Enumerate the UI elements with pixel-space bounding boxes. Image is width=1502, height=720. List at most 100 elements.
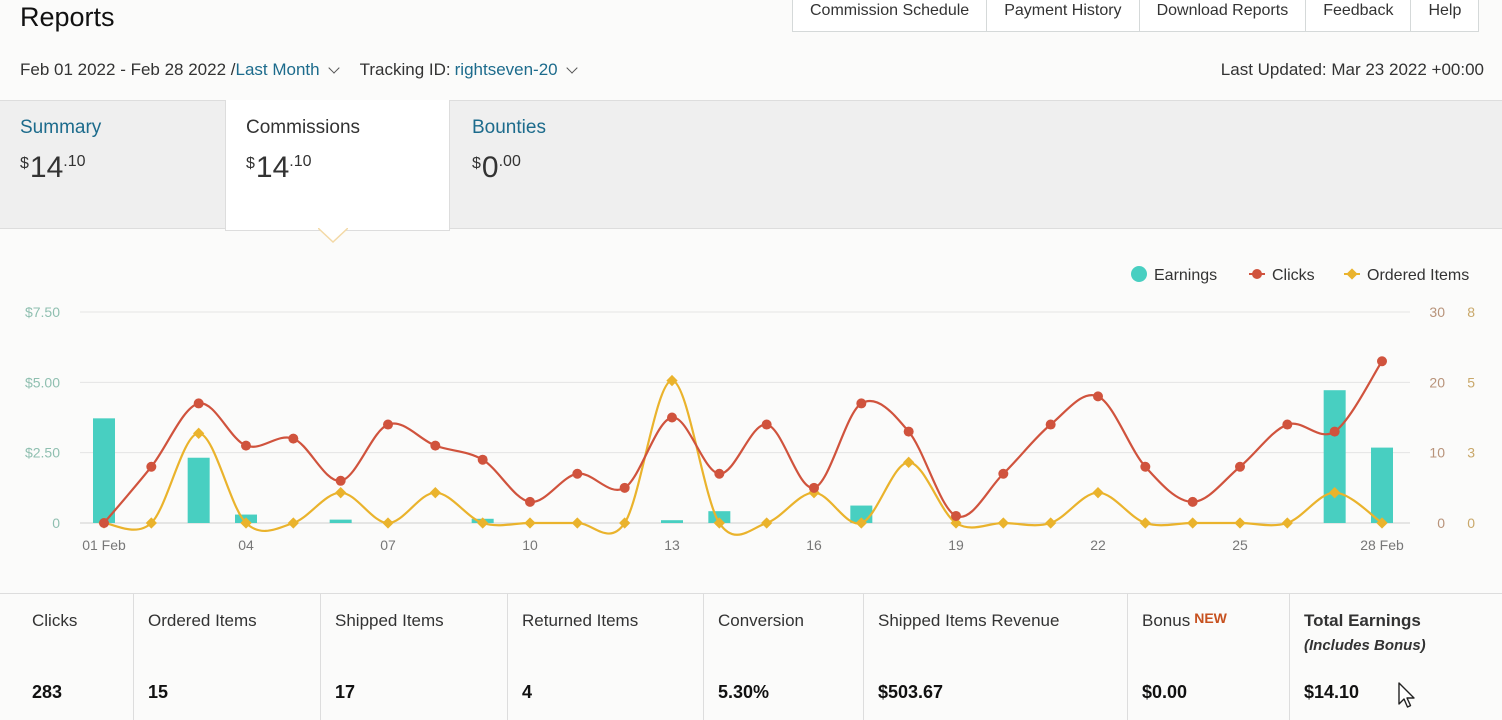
clicks-point [1377, 356, 1387, 367]
amount-whole: 14 [29, 151, 64, 184]
clicks-point [1187, 496, 1198, 507]
earnings-bar [1323, 390, 1346, 523]
chevron-down-icon[interactable] [565, 61, 578, 74]
legend-clicks-marker [1252, 269, 1262, 279]
ordered-items-point [997, 517, 1009, 529]
y-axis-left-tick: $7.50 [25, 304, 60, 320]
clicks-line [103, 360, 1383, 524]
filters-bar: Feb 01 2022 - Feb 28 2022 / Last Month T… [20, 60, 598, 80]
x-axis-tick: 25 [1232, 537, 1248, 553]
amount-cents: .10 [289, 153, 312, 170]
download-reports-button[interactable]: Download Reports [1140, 0, 1307, 31]
tracking-id-dropdown[interactable]: rightseven-20 [454, 60, 558, 79]
earnings-bar [1371, 447, 1393, 523]
clicks-point [667, 412, 677, 423]
x-axis-tick: 19 [948, 537, 964, 553]
amount-cents: .00 [498, 153, 521, 170]
currency-symbol: $ [20, 155, 29, 172]
x-axis-tick: 22 [1090, 537, 1106, 553]
ordered-items-point [335, 487, 347, 499]
tab-commissions-label: Commissions [246, 117, 361, 138]
feedback-button[interactable]: Feedback [1306, 0, 1412, 31]
earnings-bar [329, 519, 352, 523]
ordered-items-point [1045, 517, 1057, 529]
ordered-items-point [1139, 517, 1151, 529]
stat-sublabel: (Includes Bonus) [1304, 637, 1426, 654]
last-updated: Last Updated: Mar 23 2022 +00:00 [1220, 60, 1484, 79]
amount-whole: 0 [481, 151, 499, 184]
x-axis-tick: 01 Feb [82, 537, 126, 553]
legend-earnings-marker [1131, 266, 1147, 282]
legend-ordered-items-marker [1346, 268, 1358, 280]
currency-symbol: $ [246, 155, 255, 172]
clicks-point [572, 468, 583, 479]
clicks-point [951, 510, 961, 521]
ordered-items-point [524, 517, 536, 529]
x-axis-tick: 07 [380, 537, 396, 553]
tab-bounties[interactable]: Bounties $0.00 [452, 100, 677, 228]
clicks-point [288, 433, 299, 444]
active-tab-pointer-icon [318, 228, 348, 244]
clicks-point [998, 468, 1009, 479]
y-axis-right-clicks-tick: 30 [1429, 304, 1445, 320]
x-axis-tick: 13 [664, 537, 680, 553]
stat-shipped-items-revenue: Shipped Items Revenue $503.67 [864, 594, 1128, 720]
legend-ordered-items-label: Ordered Items [1367, 267, 1469, 284]
tracking-id-label: Tracking ID: [359, 60, 451, 79]
stat-label: Clicks [32, 611, 78, 630]
earnings-bar [93, 418, 115, 523]
payment-history-button[interactable]: Payment History [987, 0, 1140, 31]
ordered-items-line [103, 379, 1383, 536]
stat-value: 17 [335, 682, 356, 702]
ordered-items-point [619, 517, 631, 529]
clicks-point [525, 496, 535, 507]
stat-value: $0.00 [1142, 682, 1188, 702]
stat-bonus: Bonus NEW $0.00 [1128, 594, 1290, 720]
y-axis-left-tick: $5.00 [25, 374, 60, 390]
earnings-bar [661, 520, 683, 523]
stat-shipped-items: Shipped Items 17 [321, 594, 508, 720]
x-axis-tick: 16 [806, 537, 822, 553]
stat-label: Ordered Items [148, 611, 257, 630]
y-axis-right-items-tick: 5 [1467, 374, 1475, 390]
stat-ordered-items: Ordered Items 15 [134, 594, 321, 720]
amount-whole: 14 [255, 151, 290, 184]
currency-symbol: $ [472, 155, 481, 172]
period-dropdown[interactable]: Last Month [235, 60, 320, 79]
stat-clicks: Clicks 283 [18, 594, 134, 720]
ordered-items-point [1281, 517, 1293, 529]
x-axis-tick: 04 [238, 537, 254, 553]
stat-label: Bonus NEW [1142, 610, 1289, 631]
clicks-point [193, 398, 204, 409]
commission-schedule-button[interactable]: Commission Schedule [793, 0, 988, 31]
clicks-point [1140, 461, 1151, 472]
legend-earnings-label: Earnings [1154, 267, 1217, 284]
tab-bounties-label: Bounties [472, 117, 546, 138]
ordered-items-point [1092, 487, 1104, 499]
ordered-items-point [1376, 517, 1388, 529]
chevron-down-icon[interactable] [327, 61, 340, 74]
tab-summary[interactable]: Summary $14.10 [0, 100, 225, 228]
clicks-point [241, 440, 251, 451]
y-axis-right-items-tick: 0 [1467, 515, 1475, 531]
ordered-items-point [240, 517, 252, 529]
stat-conversion: Conversion 5.30% [704, 594, 864, 720]
clicks-point [1045, 419, 1056, 430]
stat-value: 15 [148, 682, 169, 702]
earnings-chart: 0 0 0 $2.50 10 3 $5.00 20 5 $7.50 30 8 01 Feb 04 07 10 1… [25, 266, 1475, 553]
clicks-point [430, 440, 441, 451]
top-nav: Commission Schedule Payment History Down… [792, 0, 1480, 32]
tab-commissions[interactable]: Commissions $14.10 [225, 100, 450, 231]
clicks-point [761, 419, 772, 430]
ordered-items-point [1329, 487, 1341, 499]
y-axis-left-tick: $2.50 [25, 445, 60, 461]
help-button[interactable]: Help [1411, 0, 1480, 31]
legend-clicks-label: Clicks [1272, 267, 1315, 284]
bonus-label: Bonus [1142, 611, 1191, 630]
ordered-items-point [761, 517, 773, 529]
clicks-point [1093, 391, 1103, 402]
mouse-cursor-icon [1398, 682, 1415, 708]
y-axis-right-items-tick: 8 [1467, 304, 1475, 320]
clicks-point [335, 475, 346, 486]
earnings-bar [708, 511, 731, 523]
